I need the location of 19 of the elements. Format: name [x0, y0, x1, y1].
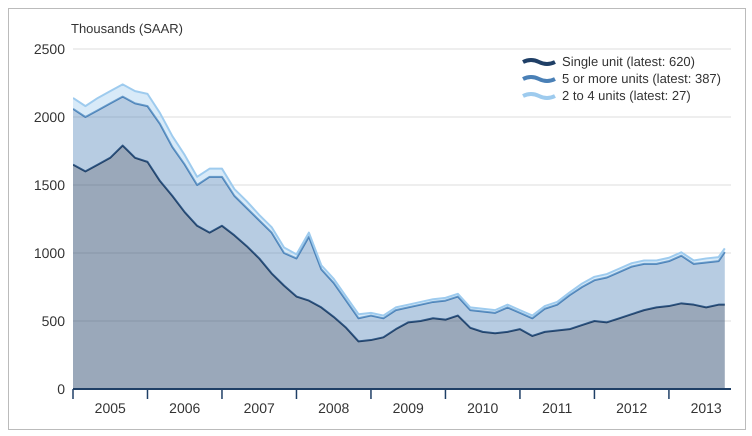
y-tick-label: 2000 — [34, 108, 66, 125]
x-tick-label: 2012 — [616, 400, 648, 416]
y-tick-label: 0 — [57, 380, 66, 397]
x-tick-label: 2009 — [392, 400, 424, 416]
x-tick-label: 2008 — [318, 400, 350, 416]
legend-label: 5 or more units (latest: 387) — [562, 70, 721, 87]
y-tick-label: 1500 — [34, 176, 66, 193]
legend-label: Single unit (latest: 620) — [562, 53, 695, 70]
y-axis-title: Thousands (SAAR) — [71, 21, 183, 36]
x-tick-label: 2006 — [169, 400, 201, 416]
x-tick-label: 2007 — [244, 400, 276, 416]
legend-label: 2 to 4 units (latest: 27) — [562, 87, 691, 104]
x-tick-label: 2013 — [690, 400, 722, 416]
x-tick-label: 2010 — [467, 400, 498, 416]
y-tick-label: 2500 — [34, 40, 66, 57]
x-tick-label: 2005 — [94, 400, 126, 416]
x-tick-label: 2011 — [542, 400, 572, 416]
y-tick-label: 500 — [42, 312, 66, 329]
y-tick-label: 1000 — [34, 244, 66, 261]
